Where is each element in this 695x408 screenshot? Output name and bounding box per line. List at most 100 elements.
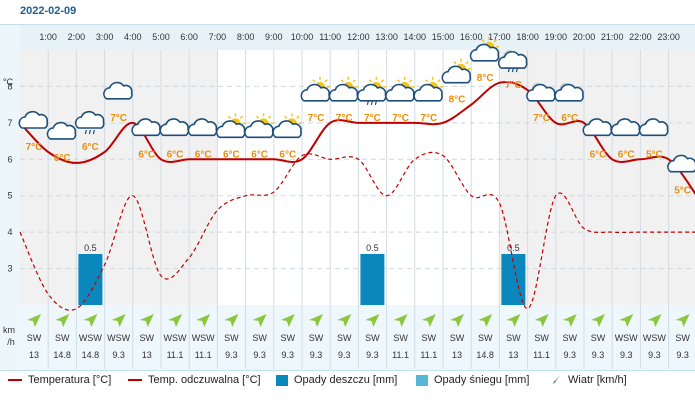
y-tick-label: 8 <box>7 81 12 91</box>
temperature-label: 7°C <box>420 113 437 124</box>
wind-direction: SW <box>450 333 465 343</box>
rain-swatch <box>276 374 288 386</box>
wind-speed: 9.3 <box>310 350 323 360</box>
wind-arrow <box>252 314 267 327</box>
hour-label: 8:00 <box>237 32 255 42</box>
wind-direction: WSW <box>615 333 638 343</box>
wind-speed: 14.8 <box>82 350 100 360</box>
wind-unit-label: km <box>3 325 15 335</box>
wind-arrow <box>647 314 662 327</box>
hour-label: 5:00 <box>152 32 170 42</box>
wind-direction: SW <box>506 333 521 343</box>
cloud-shape <box>103 81 133 100</box>
wind-arrow <box>562 314 577 327</box>
wind-direction: SW <box>675 333 690 343</box>
hour-label: 21:00 <box>601 32 624 42</box>
rain-drop <box>374 100 377 106</box>
temperature-label: 7°C <box>336 113 353 124</box>
sun-ray <box>453 61 457 65</box>
temperature-label: 5°C <box>646 149 663 160</box>
rain-drop <box>366 100 369 106</box>
rain-bar <box>78 254 103 305</box>
cloud-shape <box>638 118 669 137</box>
sun-cloud-icon <box>300 76 331 102</box>
forecast-date: 2022-02-09 <box>20 5 77 17</box>
temperature-label: 7°C <box>26 142 43 153</box>
wind-direction: WSW <box>79 333 102 343</box>
rain-drop <box>511 67 514 73</box>
sun-ray <box>324 79 328 83</box>
wind-speed: 11.1 <box>533 350 550 360</box>
hour-label: 7:00 <box>209 32 227 42</box>
sun-ray <box>239 115 244 119</box>
hour-label: 13:00 <box>375 32 398 42</box>
sun-ray <box>493 39 497 43</box>
felt-temperature-line <box>19 151 695 311</box>
sun-ray <box>409 79 413 83</box>
hour-label: 1:00 <box>39 32 57 42</box>
wind-direction: SW <box>55 333 70 343</box>
legend-snow[interactable]: Opady śniegu [mm] <box>416 374 529 386</box>
wind-speed: 11.1 <box>195 350 212 360</box>
temperature-label: 6°C <box>223 149 240 160</box>
wind-arrow <box>421 314 436 327</box>
legend-temperature[interactable]: Temperatura [°C] <box>8 374 111 386</box>
wind-direction: SW <box>422 333 437 343</box>
sun-cloud-icon <box>272 113 302 139</box>
legend-wind[interactable]: Wiatr [km/h] <box>550 374 627 386</box>
temperature-line <box>19 80 695 195</box>
sun-ray <box>268 115 272 119</box>
hour-label: 15:00 <box>432 32 455 42</box>
wind-arrow <box>450 314 464 327</box>
rain-bar <box>501 254 526 305</box>
cloud-shape <box>441 65 472 84</box>
wind-direction: WSW <box>107 333 130 343</box>
rain-drop <box>515 67 518 73</box>
sun-ray <box>396 79 401 83</box>
y-tick-label: 6 <box>7 154 12 164</box>
cloud-shape <box>18 110 49 129</box>
temperature-label: 7°C <box>308 113 325 124</box>
moon-cloud-icon <box>526 82 556 102</box>
cloud-icon <box>667 154 695 173</box>
wind-speed: 11.1 <box>420 350 437 360</box>
rain-drop <box>88 129 91 135</box>
hour-label: 2:00 <box>68 32 86 42</box>
wind-arrow <box>111 314 126 327</box>
wind-direction: SW <box>591 333 606 343</box>
sun-ray <box>312 79 316 83</box>
wind-arrow <box>591 314 605 327</box>
rain-drop <box>92 129 95 135</box>
rain-label: 0.5 <box>84 243 97 253</box>
cloud-icon <box>46 121 77 140</box>
wind-speed: 9.3 <box>676 350 689 360</box>
wind-speed: 9.3 <box>564 350 577 360</box>
y-unit-label: °C <box>3 77 14 87</box>
temperature-label: 8°C <box>477 73 494 84</box>
sun-ray <box>437 79 441 83</box>
sun-ray <box>340 79 344 83</box>
cloud-shape <box>46 121 77 140</box>
y-tick-label: 5 <box>7 191 12 201</box>
rain-bar <box>360 254 385 305</box>
temperature-label: 6°C <box>251 149 268 160</box>
sun-ray <box>481 39 485 43</box>
wind-arrow-icon <box>552 375 560 385</box>
temperature-label: 7°C <box>392 113 409 124</box>
y-tick-label: 3 <box>7 264 12 274</box>
hour-label: 16:00 <box>460 32 483 42</box>
cloud-icon <box>638 118 669 137</box>
cloud-shape <box>413 83 443 102</box>
wind-speed: 13 <box>508 350 518 360</box>
temperature-label: 6°C <box>618 149 635 160</box>
wind-direction: SW <box>534 333 549 343</box>
sun-ray <box>368 79 372 83</box>
rain-drop <box>370 100 373 106</box>
hour-label: 19:00 <box>545 32 568 42</box>
legend-felt[interactable]: Temp. odczuwalna [°C] <box>128 374 261 386</box>
temperature-label: 6°C <box>590 149 607 160</box>
hour-label: 4:00 <box>124 32 142 42</box>
temperature-swatch <box>8 379 22 381</box>
legend-wind-label: Wiatr [km/h] <box>568 374 627 386</box>
legend-rain[interactable]: Opady deszczu [mm] <box>276 374 397 386</box>
